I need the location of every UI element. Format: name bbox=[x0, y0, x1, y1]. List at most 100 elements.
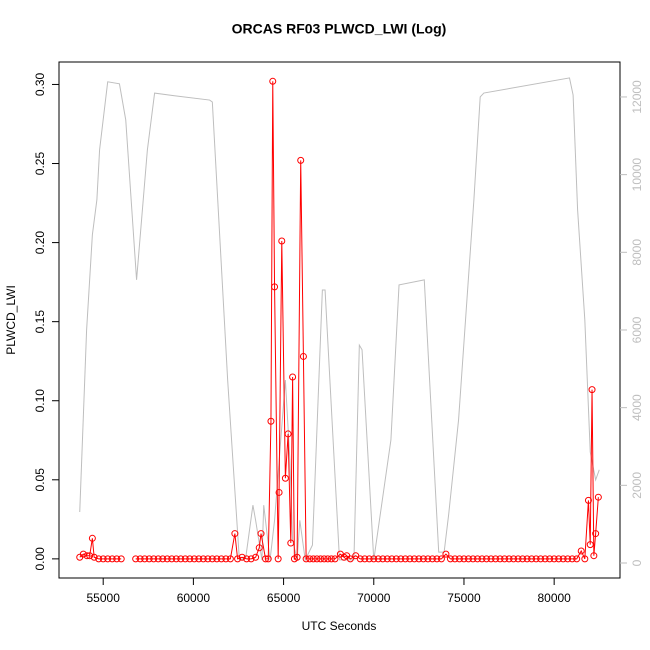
data-point bbox=[86, 552, 94, 560]
data-point bbox=[550, 555, 558, 563]
y-tick-label: 0.10 bbox=[33, 389, 47, 413]
data-point bbox=[257, 530, 265, 538]
data-point bbox=[594, 493, 602, 501]
data-point bbox=[388, 555, 396, 563]
data-point bbox=[243, 555, 251, 563]
x-tick-label: 70000 bbox=[357, 591, 391, 605]
data-point bbox=[532, 555, 540, 563]
data-point bbox=[419, 555, 427, 563]
data-point bbox=[592, 530, 600, 538]
data-point bbox=[559, 555, 567, 563]
data-point bbox=[356, 555, 364, 563]
data-point bbox=[159, 555, 167, 563]
data-point bbox=[271, 283, 279, 291]
data-point bbox=[287, 539, 295, 547]
data-point bbox=[274, 555, 282, 563]
data-point bbox=[252, 553, 260, 561]
data-point bbox=[262, 555, 270, 563]
data-point bbox=[313, 555, 321, 563]
data-point bbox=[361, 555, 369, 563]
data-point bbox=[306, 555, 314, 563]
data-point bbox=[331, 555, 339, 563]
data-point bbox=[145, 555, 153, 563]
data-point bbox=[537, 555, 545, 563]
data-point bbox=[217, 555, 225, 563]
data-point bbox=[204, 555, 212, 563]
data-point bbox=[460, 555, 468, 563]
data-point bbox=[327, 555, 335, 563]
data-point bbox=[590, 552, 598, 560]
data-point bbox=[284, 430, 292, 438]
data-point bbox=[392, 555, 400, 563]
data-point bbox=[199, 555, 207, 563]
y-tick-label: 0.25 bbox=[33, 152, 47, 176]
data-point bbox=[401, 555, 409, 563]
data-point bbox=[108, 555, 116, 563]
x-tick-label: 60000 bbox=[177, 591, 211, 605]
y-axis-label: PLWCD_LWI bbox=[4, 285, 18, 355]
data-point bbox=[469, 555, 477, 563]
data-point bbox=[324, 555, 332, 563]
data-point bbox=[365, 555, 373, 563]
data-point bbox=[424, 555, 432, 563]
data-point bbox=[455, 555, 463, 563]
data-point bbox=[177, 555, 185, 563]
data-point bbox=[79, 550, 87, 558]
data-point bbox=[374, 555, 382, 563]
y2-tick-label: 2000 bbox=[630, 472, 644, 499]
data-point bbox=[83, 552, 91, 560]
data-point bbox=[302, 555, 310, 563]
data-point bbox=[541, 555, 549, 563]
data-point bbox=[514, 555, 522, 563]
data-point bbox=[473, 555, 481, 563]
data-point bbox=[238, 553, 246, 561]
data-point bbox=[278, 237, 286, 245]
y-tick-label: 0.00 bbox=[33, 547, 47, 571]
data-point bbox=[289, 373, 297, 381]
data-point bbox=[132, 555, 140, 563]
data-point bbox=[190, 555, 198, 563]
data-point bbox=[483, 555, 491, 563]
data-point bbox=[523, 555, 531, 563]
data-point bbox=[352, 552, 360, 560]
data-point bbox=[297, 156, 305, 164]
data-point bbox=[577, 547, 585, 555]
data-point bbox=[464, 555, 472, 563]
data-point bbox=[181, 555, 189, 563]
data-point bbox=[346, 555, 354, 563]
x-tick-label: 80000 bbox=[537, 591, 571, 605]
x-tick-label: 75000 bbox=[447, 591, 481, 605]
data-point bbox=[208, 555, 216, 563]
data-point bbox=[231, 530, 239, 538]
data-point bbox=[586, 541, 594, 549]
data-point bbox=[546, 555, 554, 563]
data-point bbox=[269, 77, 277, 85]
data-point bbox=[222, 555, 230, 563]
data-point bbox=[317, 555, 325, 563]
data-point bbox=[99, 555, 107, 563]
data-point bbox=[383, 555, 391, 563]
data-point bbox=[163, 555, 171, 563]
y-tick-label: 0.05 bbox=[33, 468, 47, 492]
data-point bbox=[415, 555, 423, 563]
y-tick-label: 0.15 bbox=[33, 310, 47, 334]
data-point bbox=[428, 555, 436, 563]
data-point bbox=[320, 555, 328, 563]
data-point bbox=[501, 555, 509, 563]
data-point bbox=[588, 386, 596, 394]
y2-tick-label: 6000 bbox=[630, 316, 644, 343]
chart-title: ORCAS RF03 PLWCD_LWI (Log) bbox=[232, 21, 447, 37]
data-point bbox=[510, 555, 518, 563]
data-point bbox=[446, 555, 454, 563]
x-axis-label: UTC Seconds bbox=[302, 619, 377, 633]
data-point bbox=[437, 555, 445, 563]
data-point bbox=[226, 555, 234, 563]
data-point bbox=[492, 555, 500, 563]
data-point bbox=[195, 555, 203, 563]
x-tick-label: 55000 bbox=[87, 591, 121, 605]
data-point bbox=[370, 555, 378, 563]
data-point bbox=[451, 555, 459, 563]
data-point bbox=[90, 553, 98, 561]
